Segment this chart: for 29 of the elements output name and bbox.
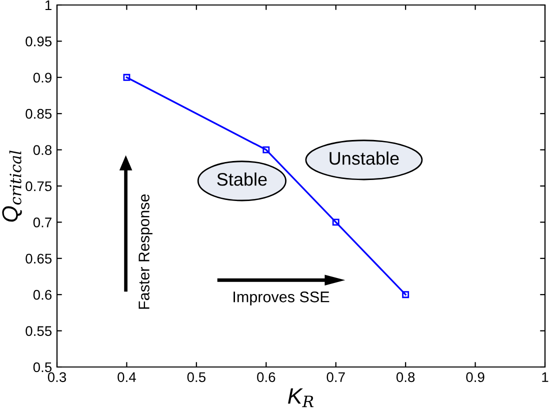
point	[262, 146, 270, 154]
point	[123, 74, 130, 81]
y-tick-label: 0.95	[26, 36, 52, 46]
annotation: Improves SSE	[234, 292, 330, 306]
x-axis-title: K$_{R}$	[288, 388, 314, 408]
x-tick-label: 0.9	[466, 372, 484, 382]
y-tick-label: 0.7	[33, 218, 52, 228]
x-tick-label: 0.5	[187, 372, 206, 382]
y-tick-label: 0.85	[26, 108, 52, 119]
x-tick-label: 0.6	[257, 372, 276, 382]
annotation: Unstable	[330, 152, 399, 165]
y-tick-label: 0.65	[26, 254, 52, 264]
y-tick-label: 0.8	[33, 145, 52, 155]
y-axis-title: Q$_{critical}$	[2, 150, 22, 222]
annotation: Faster Response	[138, 194, 152, 309]
x-tick-label: 0.7	[326, 372, 345, 382]
y-tick-label: 1	[45, 0, 52, 10]
x-tick-label: 0.4	[118, 372, 136, 382]
point	[332, 218, 340, 226]
x-tick-label: 0.8	[396, 372, 415, 382]
annotation: Stable	[217, 172, 267, 186]
y-tick-label: 0.6	[33, 290, 52, 300]
point	[402, 291, 410, 298]
y-tick-label: 0.5	[33, 362, 52, 372]
x-tick-label: 1	[542, 372, 548, 382]
y-tick-label: 0.75	[26, 181, 52, 192]
x-tick-label: 0.3	[48, 372, 66, 382]
y-tick-label: 0.9	[33, 72, 52, 83]
y-tick-label: 0.55	[26, 326, 52, 336]
